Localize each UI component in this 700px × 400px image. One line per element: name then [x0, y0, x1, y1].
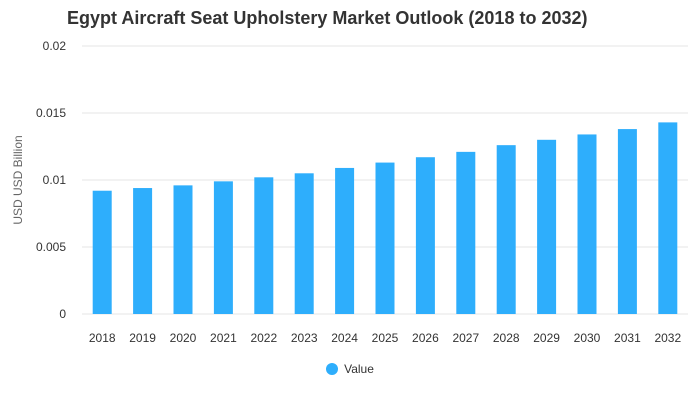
legend-marker — [326, 363, 339, 375]
x-tick-label: 2030 — [574, 331, 601, 345]
x-tick-label: 2028 — [493, 331, 520, 345]
x-tick-label: 2029 — [533, 331, 560, 345]
bars — [92, 122, 678, 314]
x-tick-label: 2024 — [331, 331, 358, 345]
y-tick-label: 0.01 — [43, 173, 67, 187]
bar-2031[interactable] — [617, 129, 637, 314]
bar-2019[interactable] — [133, 188, 153, 314]
bar-2025[interactable] — [375, 162, 395, 314]
x-tick-label: 2025 — [372, 331, 399, 345]
legend: Value — [0, 362, 700, 378]
x-tick-label: 2019 — [129, 331, 156, 345]
legend-item-value[interactable]: Value — [326, 362, 374, 376]
y-tick-label: 0 — [59, 307, 66, 321]
bar-2024[interactable] — [335, 167, 355, 314]
bar-2026[interactable] — [415, 157, 435, 314]
legend-label: Value — [344, 362, 374, 376]
chart-title: Egypt Aircraft Seat Upholstery Market Ou… — [67, 8, 588, 28]
x-tick-label: 2022 — [250, 331, 277, 345]
y-tick-label: 0.005 — [36, 240, 66, 254]
y-tick-labels: 0 0.005 0.01 0.015 0.02 — [36, 39, 66, 321]
x-tick-label: 2031 — [614, 331, 641, 345]
bar-2028[interactable] — [496, 145, 516, 314]
x-tick-label: 2032 — [654, 331, 681, 345]
x-tick-label: 2026 — [412, 331, 439, 345]
y-tick-label: 0.02 — [43, 39, 67, 53]
bar-2027[interactable] — [456, 151, 476, 314]
x-tick-labels: 2018 2019 2020 2021 2022 2023 2024 2025 2026 2027… — [89, 331, 682, 345]
x-tick-label: 2018 — [89, 331, 116, 345]
x-tick-label: 2020 — [170, 331, 197, 345]
bar-2032[interactable] — [658, 122, 678, 314]
bar-2022[interactable] — [254, 177, 274, 314]
bar-2023[interactable] — [294, 173, 314, 314]
x-tick-label: 2023 — [291, 331, 318, 345]
bar-2030[interactable] — [577, 134, 597, 314]
bar-2020[interactable] — [173, 185, 193, 314]
x-tick-label: 2027 — [452, 331, 479, 345]
bar-2021[interactable] — [213, 181, 233, 314]
bar-2018[interactable] — [92, 190, 112, 314]
y-tick-label: 0.015 — [36, 106, 66, 120]
bar-2029[interactable] — [537, 139, 557, 314]
x-tick-label: 2021 — [210, 331, 237, 345]
